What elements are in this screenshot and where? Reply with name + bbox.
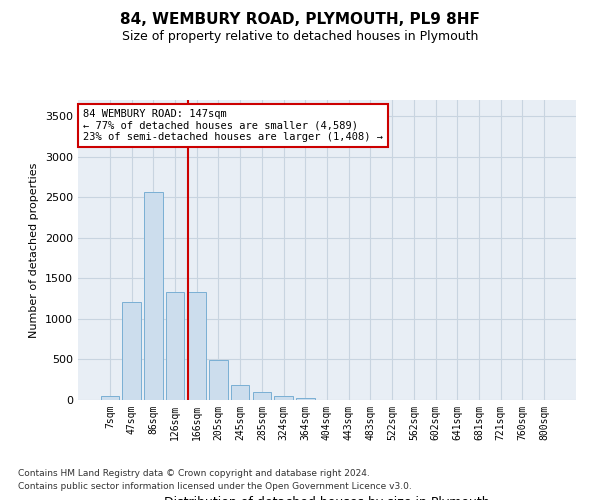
Bar [296, 398, 314, 400]
Bar [122, 302, 141, 400]
Y-axis label: Number of detached properties: Number of detached properties [29, 162, 40, 338]
Text: 84 WEMBURY ROAD: 147sqm
← 77% of detached houses are smaller (4,589)
23% of semi: 84 WEMBURY ROAD: 147sqm ← 77% of detache… [83, 109, 383, 142]
Bar [209, 360, 227, 400]
X-axis label: Distribution of detached houses by size in Plymouth: Distribution of detached houses by size … [164, 496, 490, 500]
Text: Contains public sector information licensed under the Open Government Licence v3: Contains public sector information licen… [18, 482, 412, 491]
Text: Contains HM Land Registry data © Crown copyright and database right 2024.: Contains HM Land Registry data © Crown c… [18, 468, 370, 477]
Bar [101, 396, 119, 400]
Bar [144, 192, 163, 400]
Bar [253, 392, 271, 400]
Bar [187, 292, 206, 400]
Bar [231, 384, 250, 400]
Text: Size of property relative to detached houses in Plymouth: Size of property relative to detached ho… [122, 30, 478, 43]
Bar [166, 292, 184, 400]
Bar [274, 396, 293, 400]
Text: 84, WEMBURY ROAD, PLYMOUTH, PL9 8HF: 84, WEMBURY ROAD, PLYMOUTH, PL9 8HF [120, 12, 480, 28]
